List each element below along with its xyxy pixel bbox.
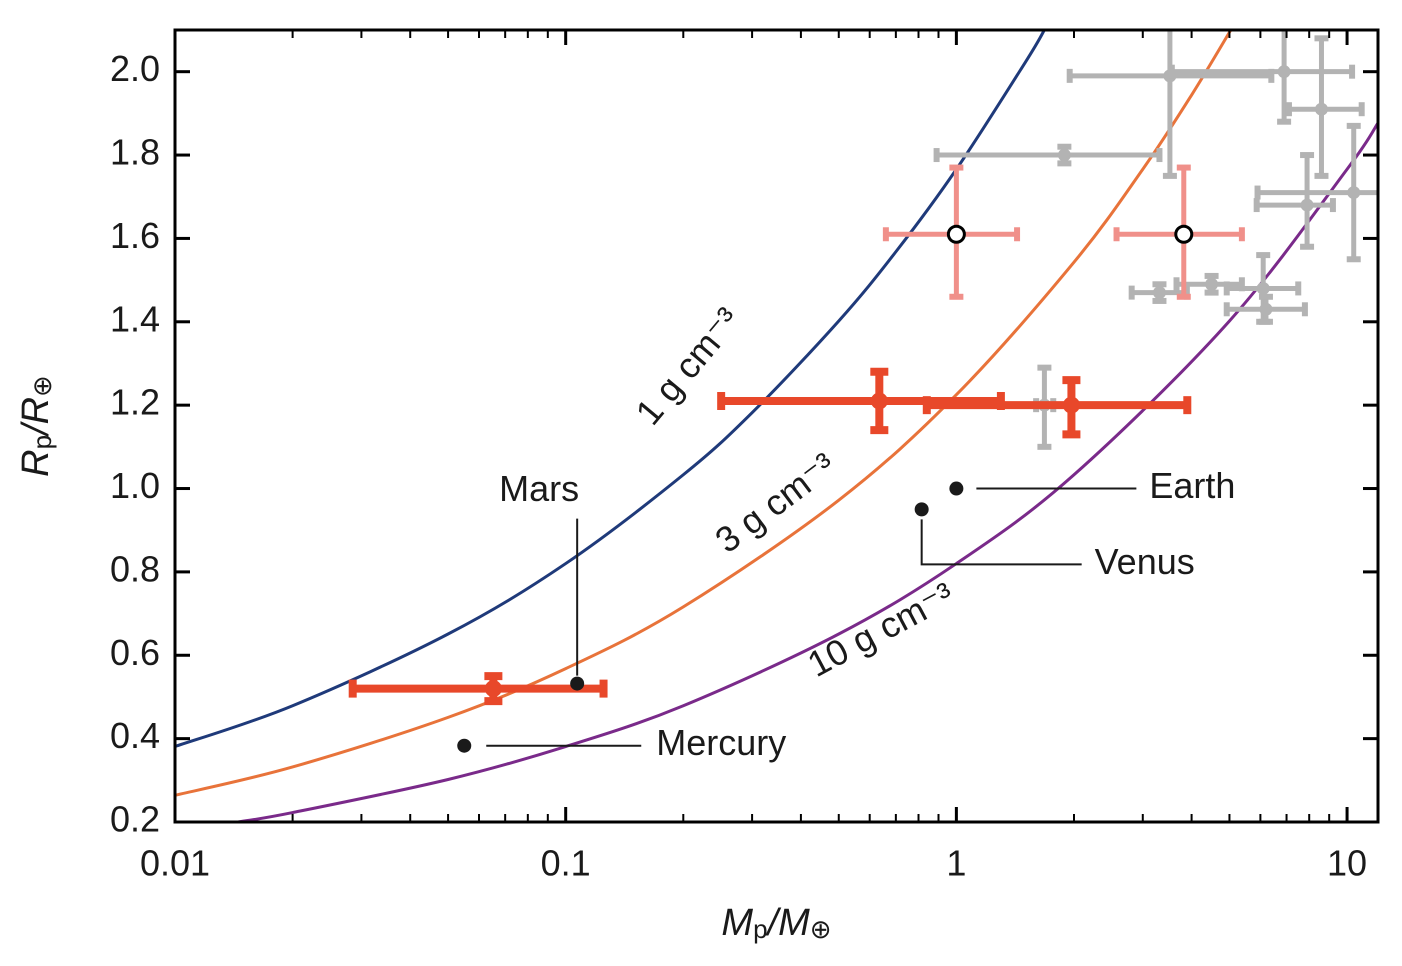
axis-label-subscript: ⊕ [27, 375, 57, 397]
data-point [1314, 102, 1328, 116]
planet-label: Mercury [656, 722, 786, 763]
axis-label-part: M [721, 902, 753, 944]
data-point [1062, 396, 1080, 414]
y-tick-label: 0.4 [110, 715, 160, 756]
y-axis-label: Rp/R⊕ [15, 375, 57, 477]
planet-point [914, 502, 929, 517]
planet-label: Earth [1149, 465, 1235, 506]
curve-label: 3 g cm⁻³ [707, 444, 843, 560]
data-point [1057, 148, 1071, 162]
data-point [1259, 302, 1273, 316]
x-tick-label: 1 [946, 843, 966, 884]
plot-area [175, 30, 1378, 822]
planet-label: Mars [499, 468, 579, 509]
y-tick-label: 1.6 [110, 215, 160, 256]
y-tick-label: 1.0 [110, 465, 160, 506]
x-axis-label: Mp/M⊕ [721, 902, 831, 944]
data-point [1152, 286, 1166, 300]
leader-line [920, 519, 1082, 566]
y-tick-label: 2.0 [110, 48, 160, 89]
y-tick-label: 0.6 [110, 632, 160, 673]
density-curve [237, 122, 1378, 822]
axis-label-part: R [15, 449, 57, 476]
curve-label: 10 g cm⁻³ [801, 574, 961, 685]
axis-label-subscript: ⊕ [810, 914, 832, 944]
x-tick-label: 0.01 [140, 843, 210, 884]
data-point [484, 680, 502, 698]
axis-label-subscript: p [27, 435, 57, 449]
x-tick-label: 0.1 [541, 843, 591, 884]
data-point [1347, 186, 1361, 200]
data-point [1277, 65, 1291, 79]
density-curve [175, 30, 1046, 748]
planet-point [457, 738, 472, 753]
data-point [1300, 198, 1314, 212]
data-point [1205, 277, 1219, 291]
y-tick-label: 0.2 [110, 799, 160, 840]
density-curve [175, 30, 1233, 797]
data-point [1174, 224, 1194, 244]
planet-point [570, 676, 585, 691]
y-tick-label: 1.2 [110, 382, 160, 423]
y-tick-label: 1.8 [110, 132, 160, 173]
planet-point [949, 481, 964, 496]
y-tick-label: 0.8 [110, 548, 160, 589]
plot-frame [173, 28, 1380, 824]
data-point [870, 392, 888, 410]
axis-label-subscript: p [753, 914, 767, 944]
x-tick-label: 10 [1327, 843, 1367, 884]
data-point [946, 224, 966, 244]
axis-label-part: /R [15, 397, 57, 438]
planet-label: Venus [1095, 541, 1195, 582]
axis-label-part: /M [765, 902, 811, 944]
curve-label: 1 g cm⁻³ [627, 300, 748, 433]
y-tick-label: 1.4 [110, 298, 160, 339]
data-point [1256, 281, 1270, 295]
